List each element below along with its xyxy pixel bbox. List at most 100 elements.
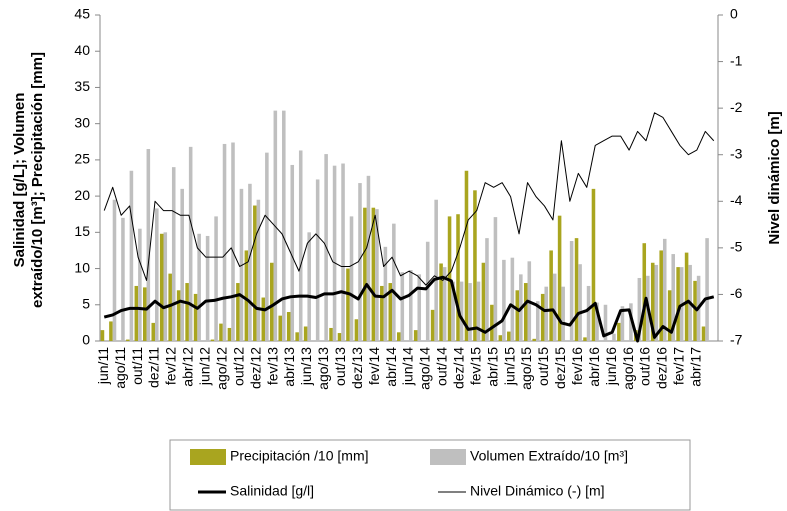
bar (329, 327, 333, 341)
bar (549, 250, 553, 341)
y2-tick-label: -1 (730, 52, 743, 68)
bar (654, 264, 659, 341)
bar (371, 207, 376, 341)
bar (121, 217, 125, 341)
bar (214, 216, 218, 341)
x-tick-label: dez/13 (349, 347, 365, 389)
x-tick-label: jun/11 (95, 347, 111, 385)
bar (456, 214, 460, 341)
y2-tick-label: -7 (730, 332, 743, 348)
bar (535, 301, 540, 341)
bar (354, 319, 359, 341)
bar (532, 338, 536, 341)
bar (176, 290, 181, 341)
y2-tick-label: -6 (730, 285, 743, 301)
x-tick-label: fev/12 (163, 347, 179, 385)
y-tick-label: 15 (74, 223, 90, 239)
bar (490, 304, 494, 341)
bar (171, 167, 176, 341)
bar (409, 270, 413, 341)
bar (163, 232, 168, 341)
bar (159, 233, 164, 341)
x-tick-label: abr/13 (281, 347, 297, 387)
bar (239, 188, 244, 341)
bar (574, 238, 579, 341)
y-title: Salinidad [g/L]; Volumen extraído/10 [m³… (11, 52, 46, 308)
x-tick-label: dez/11 (146, 347, 162, 388)
bar (650, 262, 655, 341)
bar (595, 302, 599, 341)
x-tick-label: out/14 (434, 347, 450, 386)
bar (473, 190, 477, 341)
bar (392, 223, 396, 341)
legend-label: Precipitación /10 [mm] (230, 448, 369, 464)
bar (507, 331, 511, 341)
y-title-line: extraído/10 [m³]; Precipitación [mm] (29, 52, 46, 308)
legend-label: Nivel Dinámico (-) [m] (470, 483, 605, 499)
bar (265, 152, 269, 341)
legend-swatch (190, 449, 226, 465)
y-title-line: Salinidad [g/L]; Volumen (11, 93, 28, 268)
bar (552, 273, 557, 341)
bar (569, 241, 574, 341)
bar (155, 208, 159, 341)
bar (561, 286, 565, 341)
bar (341, 163, 345, 341)
bar (417, 274, 422, 341)
bar (459, 281, 464, 341)
x-tick-label: ago/11 (112, 347, 128, 389)
bar (303, 326, 308, 341)
legend-label: Salinidad [g/l] (230, 483, 314, 499)
bar (219, 323, 223, 341)
legend-box (169, 439, 691, 511)
y2-tick-label: -3 (730, 145, 743, 161)
bar (485, 238, 489, 341)
x-tick-label: out/15 (535, 347, 551, 386)
y2-tick-label: -4 (730, 192, 743, 208)
bar (349, 216, 354, 341)
bar (434, 199, 438, 341)
bar (439, 263, 443, 341)
bar (620, 306, 625, 341)
bar (464, 170, 469, 341)
bar (109, 321, 113, 341)
bar (380, 285, 384, 341)
bar (231, 142, 235, 341)
bar (629, 303, 633, 341)
x-tick-label: out/11 (129, 347, 145, 385)
bar (396, 332, 401, 341)
y2-tick-label: 0 (730, 6, 738, 22)
bar (205, 235, 210, 341)
x-tick-label: fev/13 (264, 347, 280, 385)
bar (286, 312, 291, 341)
bar (180, 188, 184, 341)
x-tick-label: ago/14 (417, 347, 433, 390)
bar (502, 259, 506, 341)
bar (557, 215, 562, 341)
x-tick-label: ago/15 (518, 347, 534, 390)
bar (586, 285, 591, 341)
bar (112, 199, 117, 341)
bar (151, 322, 156, 341)
x-tick-label: jun/16 (603, 347, 619, 386)
bar (481, 262, 486, 341)
bar (227, 327, 232, 341)
bar (236, 283, 240, 341)
x-tick-label: jun/15 (501, 347, 517, 386)
bar (413, 330, 418, 341)
bar (129, 170, 134, 341)
bar (684, 252, 689, 341)
bar (282, 110, 286, 341)
bar (544, 286, 549, 341)
bar (617, 322, 621, 341)
bar (451, 281, 455, 341)
bar (693, 280, 697, 341)
x-tick-label: abr/15 (484, 347, 500, 387)
y-tick-label: 45 (74, 6, 90, 22)
x-tick-label: fev/14 (366, 347, 382, 385)
y-tick-label: 35 (74, 78, 90, 94)
bar (642, 243, 647, 341)
bar (705, 238, 709, 341)
y2-title: Nivel dinámico [m] (766, 111, 783, 244)
y-tick-label: 20 (74, 187, 90, 203)
